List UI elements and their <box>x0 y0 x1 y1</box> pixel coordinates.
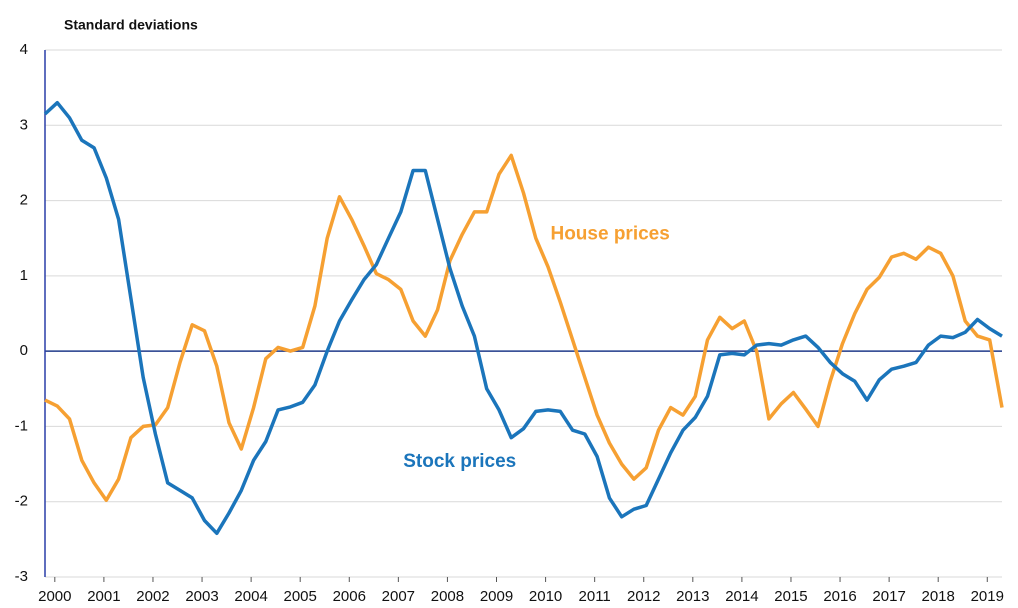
x-tick-label: 2011 <box>579 588 611 605</box>
y-tick-label: 3 <box>20 116 28 133</box>
x-tick-label: 2000 <box>38 588 71 605</box>
y-tick-label: -3 <box>15 568 28 585</box>
x-tick-label: 2005 <box>284 588 317 605</box>
x-tick-label: 2012 <box>627 588 660 605</box>
x-tick-label: 2018 <box>922 588 955 605</box>
x-tick-label: 2007 <box>382 588 415 605</box>
x-tick-label: 2017 <box>872 588 905 605</box>
y-axis-label: Standard deviations <box>64 17 198 33</box>
x-tick-label: 2006 <box>333 588 366 605</box>
y-tick-label: -1 <box>15 417 28 434</box>
y-tick-label: 0 <box>20 342 28 359</box>
series-line <box>43 100 1003 536</box>
x-tick-label: 2009 <box>480 588 513 605</box>
x-tick-label: 2004 <box>234 588 267 605</box>
x-tick-label: 2002 <box>136 588 169 605</box>
x-tick-label: 2008 <box>431 588 464 605</box>
y-tick-label: 2 <box>20 192 28 209</box>
x-tick-label: 2003 <box>185 588 218 605</box>
y-tick-label: 4 <box>20 41 28 58</box>
series-label: House prices <box>550 223 669 244</box>
x-tick-label: 2015 <box>774 588 807 605</box>
series-line <box>44 153 1004 502</box>
series-label: Stock prices <box>403 451 516 472</box>
y-tick-label: -2 <box>15 493 28 510</box>
x-tick-label: 2001 <box>87 588 120 605</box>
x-tick-label: 2014 <box>725 588 758 605</box>
x-tick-label: 2016 <box>823 588 856 605</box>
x-tick-label: 2019 <box>971 588 1004 605</box>
x-tick-label: 2010 <box>529 588 562 605</box>
x-tick-label: 2013 <box>676 588 709 605</box>
y-tick-label: 1 <box>20 267 28 284</box>
